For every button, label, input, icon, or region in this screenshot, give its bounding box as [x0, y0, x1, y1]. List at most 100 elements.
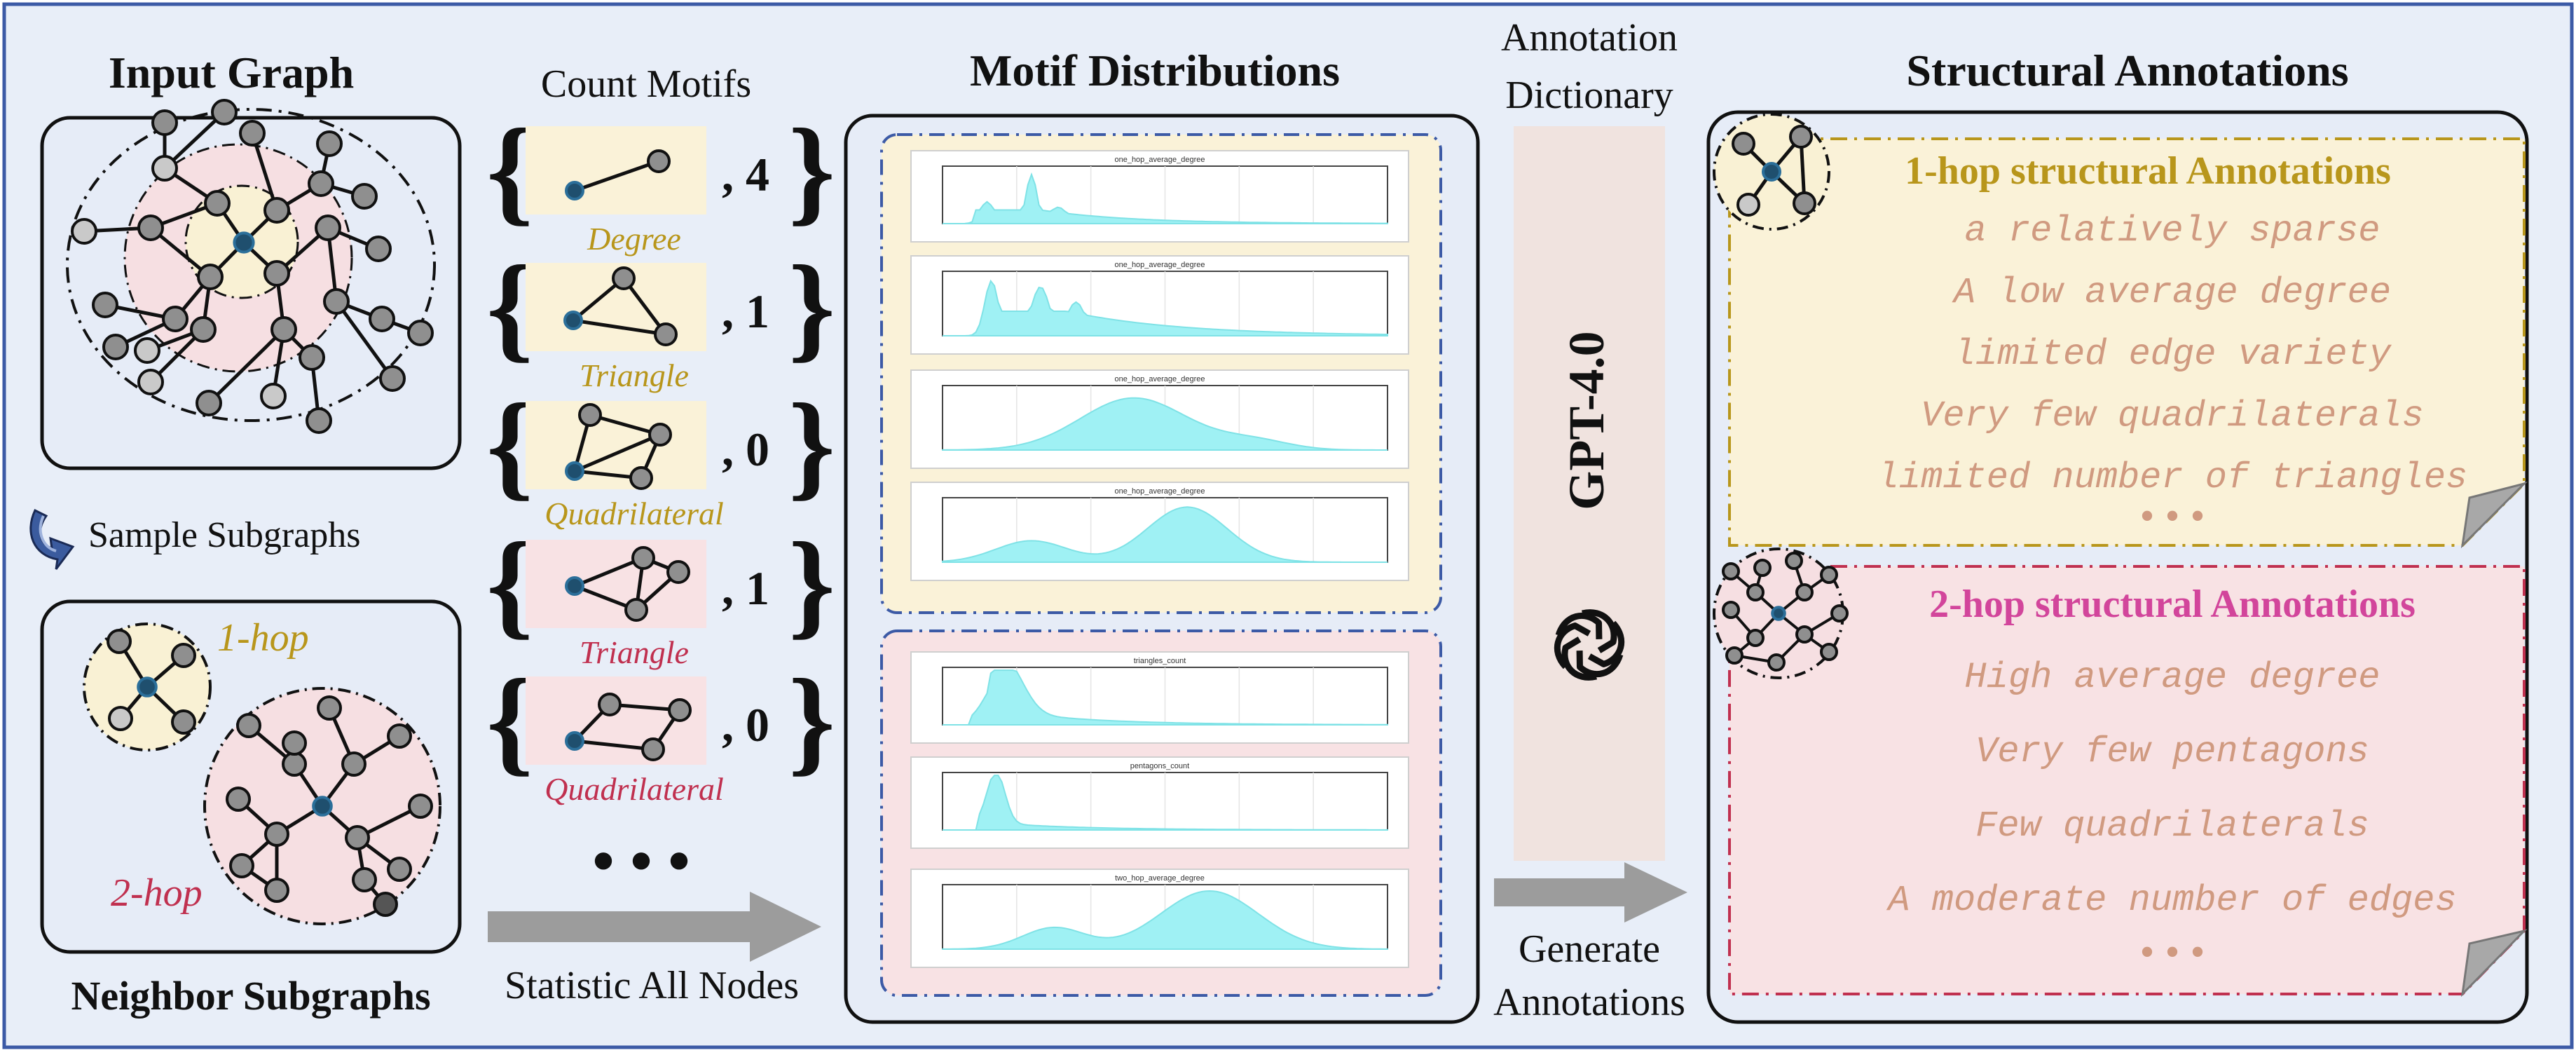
annotation-item: High average degree: [1965, 657, 2380, 698]
statistic-all-nodes-label: Statistic All Nodes: [505, 964, 799, 1007]
graph-node: [341, 751, 366, 777]
graph-node: [598, 693, 622, 716]
motif-label: Degree: [587, 221, 681, 257]
annotation-item: a relatively sparse: [1965, 210, 2380, 252]
graph-node: [299, 344, 325, 371]
density-area: [942, 397, 1388, 451]
graph-node: [162, 306, 189, 332]
motif-distributions-title: Motif Distributions: [970, 46, 1340, 95]
center-node: [312, 796, 333, 817]
graph-node: [264, 878, 289, 903]
graph-node: [306, 407, 332, 434]
distribution-plot: one_hop_average_degree: [910, 482, 1409, 581]
graph-node: [137, 215, 164, 241]
structural-annotations-title: Structural Annotations: [1906, 46, 2348, 95]
plot-title: one_hop_average_degree: [1114, 156, 1205, 164]
logo-stroke: [1555, 612, 1603, 639]
annotation-item: A low average degree: [1952, 272, 2391, 313]
motif-count: , 1: [722, 561, 769, 615]
density-area: [943, 775, 1388, 831]
graph-node: [264, 822, 289, 847]
graph-node: [387, 723, 412, 749]
hop1-annotation-title: 1-hop structural Annotations: [1905, 149, 2391, 193]
graph-node: [204, 190, 231, 217]
graph-edge: [207, 328, 285, 404]
density-area: [942, 506, 1388, 563]
hop2-page-curl: [2460, 929, 2528, 998]
motif-label: Quadrilateral: [544, 771, 724, 807]
graph-node: [1753, 559, 1772, 577]
graph-node: [629, 466, 653, 490]
graph-node: [263, 260, 290, 287]
graph-node: [387, 857, 412, 882]
openai-logo-icon: [1554, 609, 1625, 681]
graph-node: [1795, 625, 1814, 644]
graph-node: [1793, 191, 1816, 215]
motif-row: {} , 1 Triangle: [486, 518, 835, 670]
graph-node: [1722, 601, 1740, 619]
graph-node: [369, 306, 395, 332]
motif-box: [526, 126, 706, 215]
motif-count: , 0: [722, 698, 769, 751]
graph-node: [1767, 653, 1786, 672]
graph-node: [323, 288, 350, 315]
annotation-item: Few quadrilaterals: [1975, 805, 2369, 847]
distribution-plot: one_hop_average_degree: [910, 369, 1409, 469]
graph-node: [1785, 552, 1803, 570]
right-brace: }: [788, 241, 835, 373]
plot-title: one_hop_average_degree: [1114, 487, 1205, 496]
graph-node: [151, 109, 178, 136]
graph-node: [308, 170, 334, 197]
graph-node: [317, 695, 342, 721]
graph-node: [1722, 562, 1740, 580]
graph-node: [315, 215, 341, 241]
distribution-plot: one_hop_average_degree: [910, 150, 1409, 243]
logo-stroke: [1581, 609, 1617, 653]
plot-title: pentagons_count: [1130, 762, 1189, 770]
graph-edge: [574, 159, 659, 193]
hop2-annotation-icon: [1713, 547, 1849, 679]
graph-node: [1746, 629, 1765, 647]
graph-node: [1732, 132, 1755, 156]
hop1-label: 1-hop: [217, 616, 309, 660]
graph-node: [102, 334, 129, 360]
center-node: [1771, 606, 1786, 621]
right-arrow-2: [1494, 862, 1687, 923]
graph-node: [236, 713, 261, 738]
graph-node: [1795, 583, 1814, 601]
motif-row: {} , 0 Quadrilateral: [486, 379, 835, 531]
distribution-plot: pentagons_count: [910, 756, 1409, 849]
graph-node: [1820, 566, 1838, 584]
graph-node: [373, 892, 398, 917]
graph-node: [351, 183, 378, 210]
graph-node: [1736, 193, 1760, 217]
hop2-annotation-title: 2-hop structural Annotations: [1929, 583, 2416, 626]
graph-edge: [163, 111, 226, 170]
center-node: [563, 311, 583, 330]
hop1-annotation-list: a relatively sparse A low average degree l…: [1877, 210, 2468, 498]
graph-node: [92, 292, 118, 318]
graph-node: [211, 99, 238, 125]
count-motifs-title: Count Motifs: [541, 62, 751, 106]
graph-edge: [574, 433, 661, 473]
graph-node: [379, 365, 406, 392]
hop2-annotation-list: High average degree Very few pentagons Few…: [1886, 657, 2456, 921]
graph-node: [648, 423, 672, 447]
hop1-subgraph: [83, 622, 212, 751]
graph-node: [263, 197, 290, 224]
graph-node: [641, 737, 665, 761]
graph-node: [408, 794, 433, 819]
graph-node: [407, 320, 434, 346]
annotation-item: limited number of triangles: [1877, 457, 2468, 498]
left-brace: {: [486, 518, 533, 650]
annotation-item: Very few pentagons: [1975, 731, 2369, 772]
graph-node: [282, 730, 307, 756]
motif-row: {} , 4 Degree: [486, 104, 835, 257]
motif-row: {} , 1 Triangle: [486, 241, 835, 393]
plot-title: two_hop_average_degree: [1115, 874, 1205, 883]
hop2-label: 2-hop: [111, 871, 203, 915]
graph-node: [137, 369, 164, 395]
graph-node: [647, 149, 671, 173]
center-node: [137, 676, 158, 697]
